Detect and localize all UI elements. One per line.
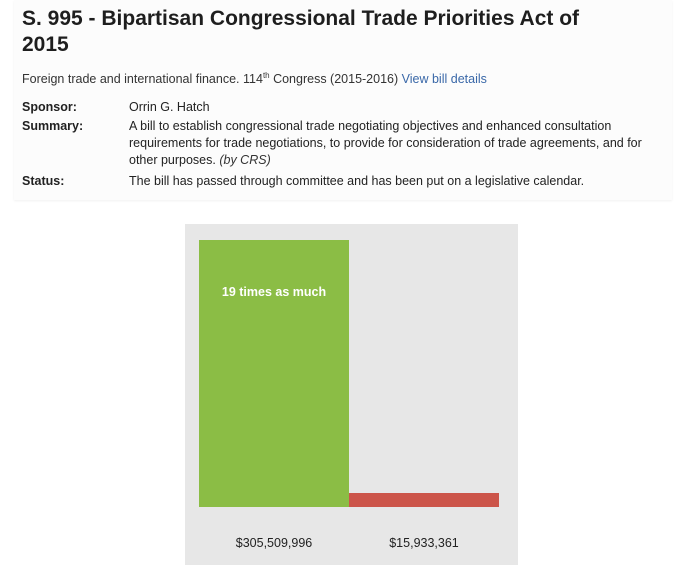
summary-line2: requirements for trade negotiations, to … (129, 136, 642, 150)
sponsor-label: Sponsor: (22, 100, 77, 114)
congress-text: Congress (2015-2016) (269, 72, 399, 86)
bar-1-value-label: $305,509,996 (235, 536, 313, 550)
summary-line3: other purposes. (129, 153, 216, 167)
status-value: The bill has passed through committee an… (129, 174, 585, 188)
congress-suffix: th (262, 70, 270, 80)
summary-text: A bill to establish congressional trade … (129, 118, 649, 169)
congress-number: 114 (243, 72, 263, 86)
bill-subline: Foreign trade and international finance.… (22, 71, 672, 87)
sponsor-link[interactable]: Orrin G. Hatch (129, 100, 210, 114)
status-label: Status: (22, 174, 65, 188)
bill-summary-card (14, 0, 672, 200)
view-bill-details-link[interactable]: View bill details (401, 72, 487, 86)
summary-label: Summary: (22, 119, 84, 133)
bar-2-value-label: $15,933,361 (389, 536, 459, 550)
bill-title: S. 995 - Bipartisan Congressional Trade … (22, 6, 672, 58)
bill-title-line1: S. 995 - Bipartisan Congressional Trade … (22, 7, 580, 30)
bill-title-line2: 2015 (22, 33, 69, 56)
bar-1: 19 times as much (199, 240, 349, 507)
bar-annotation: 19 times as much (221, 285, 327, 299)
bill-topic: Foreign trade and international finance. (22, 72, 240, 86)
summary-line1: A bill to establish congressional trade … (129, 119, 612, 133)
funding-comparison-chart: 19 times as much $305,509,996 $15,933,361 (185, 224, 518, 565)
summary-source: (by CRS) (219, 153, 271, 167)
bar-2 (349, 493, 499, 507)
